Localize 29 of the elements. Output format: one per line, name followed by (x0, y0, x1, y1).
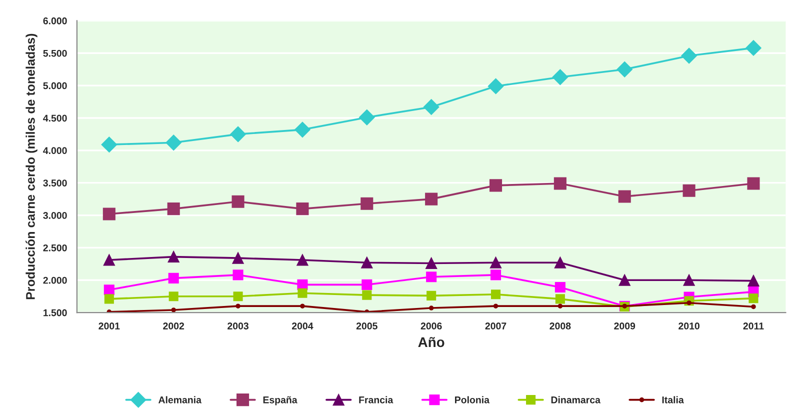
x-tick-label: 2004 (292, 322, 314, 330)
y-tick-label: 5.500 (43, 50, 67, 57)
y-tick-label: 5.000 (43, 82, 67, 90)
y-tick-label: 4.500 (43, 114, 67, 122)
y-tick-label: 2.000 (43, 276, 67, 284)
y-tick-label: 3.000 (43, 212, 67, 219)
x-tick-label: 2010 (678, 322, 700, 330)
y-tick-label: 1.500 (44, 309, 67, 316)
y-axis-title: Producción carne cerdo (miles de toneladas) (26, 34, 38, 300)
y-tick-label: 4.000 (43, 147, 67, 154)
x-tick-label: 2003 (228, 322, 248, 330)
y-tick-label: 2.500 (43, 244, 67, 252)
x-axis-title: Año (418, 336, 444, 348)
legend-label: Dinamarca (551, 396, 601, 404)
x-tick-label: 2008 (550, 322, 571, 330)
legend-label: Polonia (455, 396, 490, 404)
x-tick-label: 2002 (163, 322, 184, 330)
x-tick-label: 2005 (356, 322, 378, 330)
y-tick-label: 6.000 (43, 17, 67, 24)
x-tick-label: 2009 (614, 322, 636, 330)
y-tick-label: 3.500 (43, 180, 67, 186)
x-tick-label: 2001 (98, 322, 120, 330)
legend-label: Francia (359, 396, 394, 404)
x-tick-label: 2011 (743, 322, 764, 330)
legend-label: Italia (662, 396, 684, 404)
x-tick-label: 2007 (485, 322, 506, 330)
x-tick-label: 2006 (420, 322, 442, 330)
legend-label: España (263, 396, 298, 406)
legend-label: Alemania (158, 396, 202, 404)
